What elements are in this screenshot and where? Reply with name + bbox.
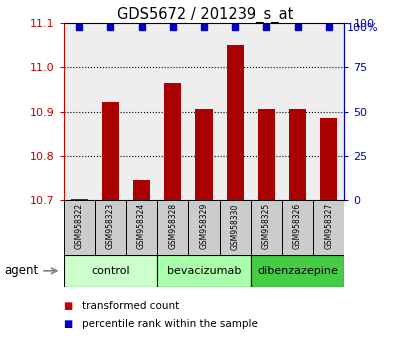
Bar (250, 255, 344, 287)
Bar (281, 200, 312, 255)
Text: GSM958326: GSM958326 (292, 203, 301, 250)
Text: ■: ■ (63, 319, 73, 329)
Bar (126, 200, 157, 255)
Text: GSM958323: GSM958323 (106, 203, 115, 250)
Text: percentile rank within the sample: percentile rank within the sample (82, 319, 257, 329)
Bar (257, 109, 274, 200)
Text: GSM958329: GSM958329 (199, 203, 208, 250)
Bar (70, 199, 88, 200)
Bar (94, 200, 126, 255)
Bar (219, 200, 250, 255)
Bar (63, 200, 94, 255)
Bar (157, 200, 188, 255)
Text: bevacizumab: bevacizumab (166, 266, 240, 276)
Bar (188, 200, 219, 255)
Bar (157, 255, 250, 287)
Text: GDS5672 / 201239_s_at: GDS5672 / 201239_s_at (117, 7, 292, 23)
Text: ■: ■ (63, 301, 73, 311)
Text: GSM958324: GSM958324 (137, 203, 146, 250)
Bar (195, 109, 212, 200)
Bar (101, 102, 119, 200)
Text: agent: agent (4, 264, 38, 277)
Text: dibenzazepine: dibenzazepine (256, 266, 337, 276)
Text: 100%: 100% (346, 23, 377, 33)
Text: GSM958322: GSM958322 (74, 203, 83, 250)
Bar (226, 45, 243, 200)
Bar (133, 180, 150, 200)
Bar (164, 83, 181, 200)
Text: GSM958328: GSM958328 (168, 203, 177, 250)
Bar (288, 109, 306, 200)
Text: GSM958325: GSM958325 (261, 203, 270, 250)
Text: control: control (91, 266, 129, 276)
Text: transformed count: transformed count (82, 301, 179, 311)
Bar (312, 200, 344, 255)
Bar (250, 200, 281, 255)
Text: GSM958330: GSM958330 (230, 203, 239, 250)
Bar (63, 255, 157, 287)
Text: GSM958327: GSM958327 (324, 203, 333, 250)
Bar (319, 118, 337, 200)
